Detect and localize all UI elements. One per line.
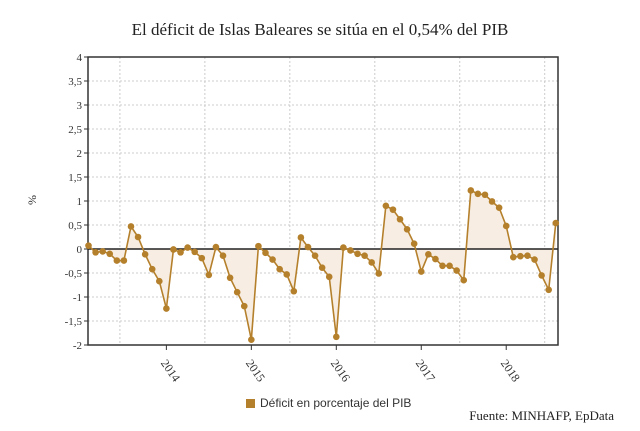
data-point xyxy=(453,267,460,274)
data-point xyxy=(410,240,418,248)
data-point xyxy=(106,250,114,258)
y-tick-label: 3 xyxy=(77,100,83,112)
plot-frame xyxy=(87,56,559,346)
data-point xyxy=(219,252,227,260)
data-point xyxy=(517,252,524,260)
data-point xyxy=(85,242,92,249)
data-point xyxy=(311,252,319,260)
data-point xyxy=(290,287,298,295)
y-axis-label: % xyxy=(25,195,39,205)
data-point xyxy=(354,250,361,258)
x-tick-label: 2018 xyxy=(498,357,523,385)
x-tick-label: 2015 xyxy=(243,357,268,385)
data-point xyxy=(502,222,510,230)
data-point xyxy=(113,257,121,264)
data-point xyxy=(524,252,531,260)
x-tick-label: 2014 xyxy=(158,357,183,385)
data-point xyxy=(99,248,106,255)
y-tick-label: 2,5 xyxy=(68,124,82,136)
data-point xyxy=(389,206,397,213)
data-point xyxy=(226,274,234,282)
y-tick-label: -0,5 xyxy=(65,268,83,280)
data-point xyxy=(127,223,135,230)
data-point xyxy=(276,265,283,273)
y-tick-label: -2 xyxy=(73,340,82,352)
data-point xyxy=(297,234,305,241)
data-point xyxy=(347,247,354,254)
data-point xyxy=(538,272,545,279)
data-point xyxy=(304,243,312,251)
data-point xyxy=(233,288,241,296)
data-point xyxy=(163,305,170,312)
y-tick-label: 1 xyxy=(77,196,83,208)
x-tick-label: 2016 xyxy=(328,357,353,385)
data-point xyxy=(361,252,368,260)
data-point xyxy=(488,198,496,205)
data-point xyxy=(283,271,291,278)
data-point xyxy=(467,187,475,194)
y-tick-label: 2 xyxy=(77,148,83,160)
data-point xyxy=(148,265,156,273)
data-point xyxy=(382,202,390,210)
chart-title: El déficit de Islas Baleares se sitúa en… xyxy=(131,20,509,39)
data-point xyxy=(375,270,383,277)
data-point xyxy=(552,219,560,227)
data-point xyxy=(240,302,248,310)
data-point xyxy=(403,226,411,233)
data-point xyxy=(120,257,128,264)
data-point xyxy=(545,286,552,294)
data-point xyxy=(333,333,340,341)
y-tick-label: -1,5 xyxy=(65,316,83,328)
data-point xyxy=(531,256,538,263)
data-point xyxy=(92,249,99,256)
data-point xyxy=(325,273,333,281)
data-point xyxy=(425,250,432,258)
data-point xyxy=(318,264,326,272)
data-point xyxy=(269,256,276,263)
data-point xyxy=(255,242,262,250)
data-point xyxy=(177,249,184,256)
data-point xyxy=(134,233,142,241)
data-point xyxy=(417,268,425,275)
data-point xyxy=(262,249,269,257)
data-point xyxy=(212,243,220,251)
y-tick-label: -1 xyxy=(73,292,82,304)
data-point xyxy=(446,262,453,270)
data-point xyxy=(191,248,198,256)
source-note: Fuente: MINHAFP, EpData xyxy=(469,408,614,423)
legend: Déficit en porcentaje del PIB xyxy=(246,396,411,410)
y-tick-label: 1,5 xyxy=(68,172,82,184)
data-point xyxy=(481,191,489,199)
data-point xyxy=(141,250,149,258)
data-point xyxy=(170,246,177,253)
data-point xyxy=(495,204,503,212)
data-point xyxy=(396,215,404,223)
data-point xyxy=(184,244,191,251)
data-point xyxy=(248,336,255,344)
data-point xyxy=(156,277,163,285)
y-tick-label: 4 xyxy=(77,52,83,64)
data-point xyxy=(432,255,439,263)
data-point xyxy=(474,190,482,198)
legend-label: Déficit en porcentaje del PIB xyxy=(260,396,412,410)
y-tick-label: 0 xyxy=(77,244,83,256)
data-point xyxy=(340,244,347,251)
y-tick-label: 3,5 xyxy=(68,76,82,88)
legend-swatch xyxy=(246,398,255,408)
x-tick-label: 2017 xyxy=(413,357,438,385)
data-point xyxy=(439,262,446,270)
data-point xyxy=(510,253,517,261)
y-tick-label: 0,5 xyxy=(68,220,82,232)
data-point xyxy=(198,254,206,262)
data-point xyxy=(205,271,213,279)
data-point xyxy=(368,259,376,266)
data-point xyxy=(460,276,468,284)
